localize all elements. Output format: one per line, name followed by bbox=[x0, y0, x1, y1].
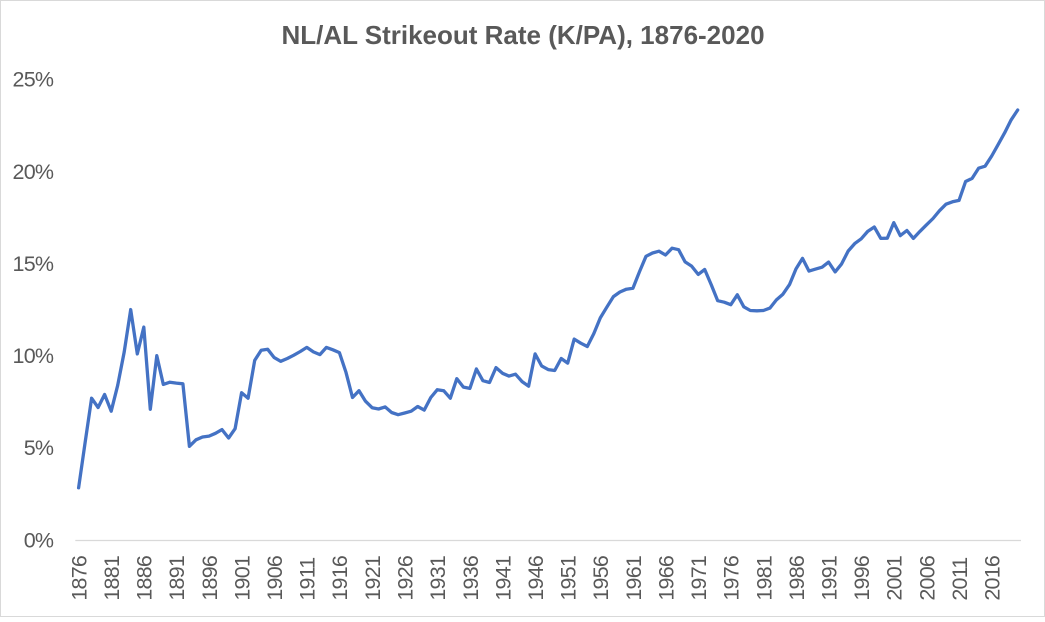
svg-text:1891: 1891 bbox=[165, 556, 189, 601]
svg-text:1896: 1896 bbox=[198, 555, 222, 600]
svg-text:20%: 20% bbox=[13, 160, 54, 184]
svg-text:1971: 1971 bbox=[687, 556, 711, 601]
svg-text:0%: 0% bbox=[24, 529, 54, 553]
svg-text:15%: 15% bbox=[13, 252, 54, 276]
svg-text:2006: 2006 bbox=[915, 555, 939, 600]
svg-text:1991: 1991 bbox=[818, 556, 842, 601]
svg-text:1926: 1926 bbox=[394, 555, 418, 600]
svg-text:1951: 1951 bbox=[557, 556, 581, 601]
svg-text:1881: 1881 bbox=[100, 556, 124, 601]
svg-text:1976: 1976 bbox=[720, 555, 744, 600]
svg-text:1996: 1996 bbox=[850, 555, 874, 600]
svg-text:25%: 25% bbox=[13, 67, 54, 91]
svg-text:2001: 2001 bbox=[883, 556, 907, 601]
svg-text:1921: 1921 bbox=[361, 556, 385, 601]
svg-text:1981: 1981 bbox=[752, 556, 776, 601]
svg-text:1936: 1936 bbox=[459, 555, 483, 600]
svg-text:1941: 1941 bbox=[491, 556, 515, 601]
svg-text:1946: 1946 bbox=[524, 555, 548, 600]
svg-text:5%: 5% bbox=[24, 436, 54, 460]
svg-text:1961: 1961 bbox=[622, 556, 646, 601]
svg-text:2011: 2011 bbox=[948, 558, 972, 601]
svg-text:1986: 1986 bbox=[785, 555, 809, 600]
svg-text:1906: 1906 bbox=[263, 555, 287, 600]
svg-text:2016: 2016 bbox=[981, 555, 1005, 600]
svg-text:1876: 1876 bbox=[68, 555, 92, 600]
svg-text:1901: 1901 bbox=[230, 556, 254, 601]
svg-text:1916: 1916 bbox=[328, 555, 352, 600]
svg-text:1966: 1966 bbox=[654, 555, 678, 600]
svg-text:1931: 1931 bbox=[426, 556, 450, 601]
svg-text:10%: 10% bbox=[13, 344, 54, 368]
svg-text:1911: 1911 bbox=[296, 558, 320, 601]
svg-text:1886: 1886 bbox=[133, 555, 157, 600]
svg-text:NL/AL Strikeout Rate (K/PA), 1: NL/AL Strikeout Rate (K/PA), 1876-2020 bbox=[281, 20, 764, 50]
svg-text:1956: 1956 bbox=[589, 555, 613, 600]
